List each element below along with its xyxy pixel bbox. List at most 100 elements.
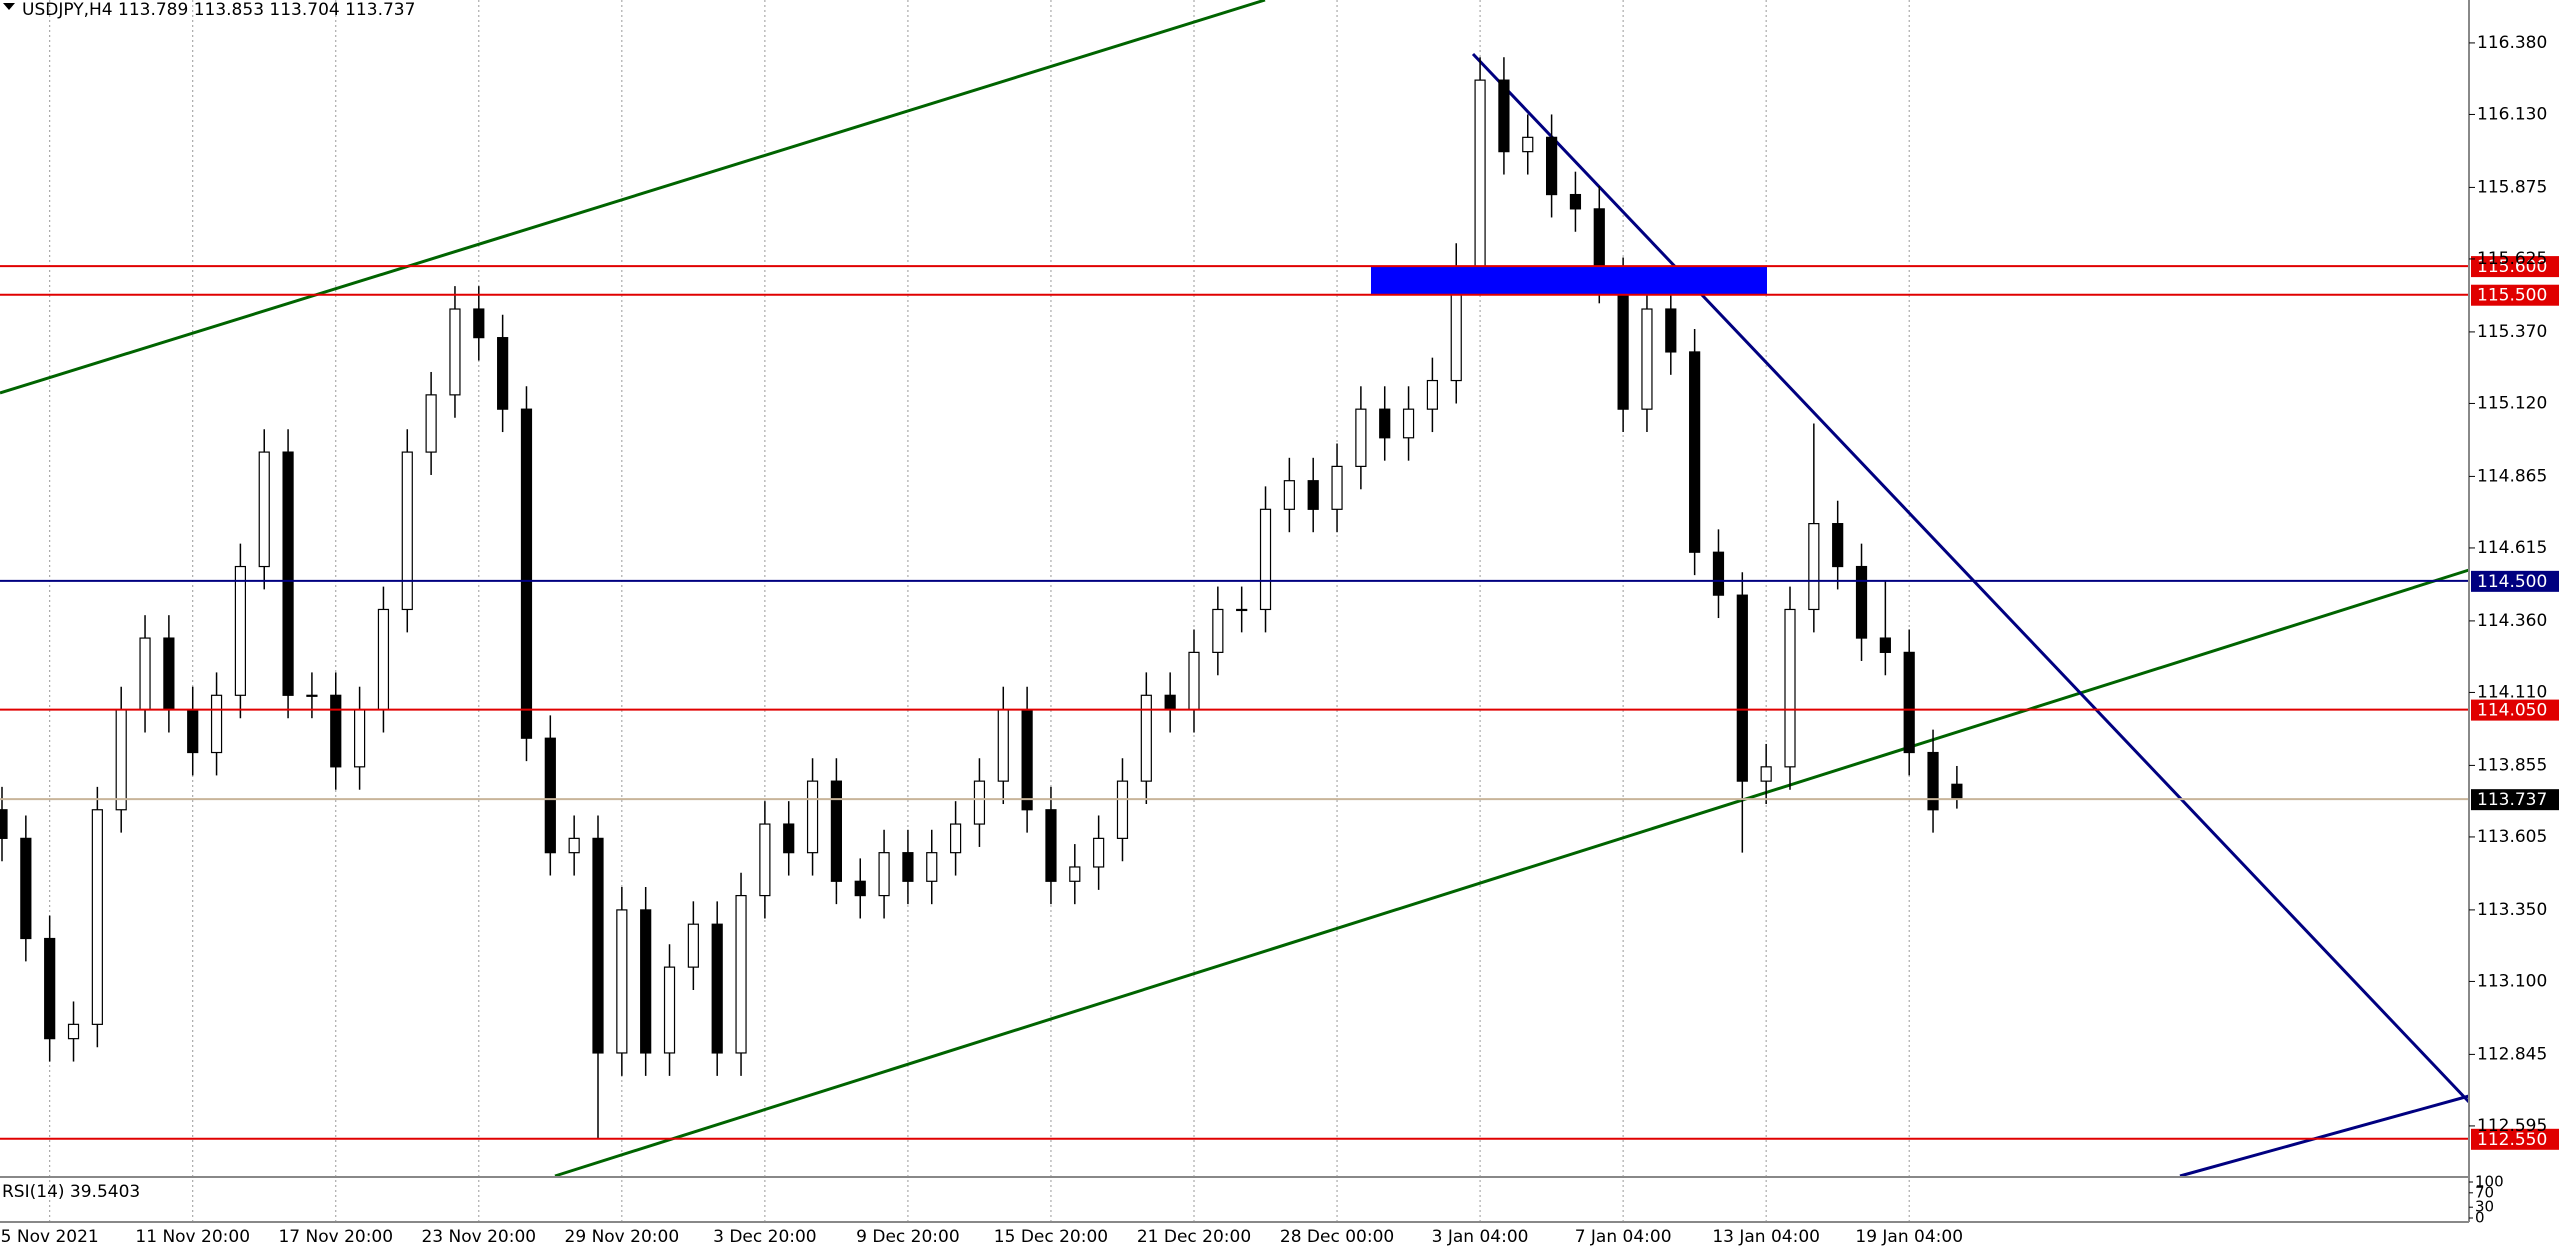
trend-line	[0, 0, 1266, 395]
candle-body	[735, 894, 747, 1054]
grid-layer	[49, 0, 1910, 1222]
x-tick-label: 23 Nov 20:00	[421, 1227, 536, 1247]
candle-body	[1164, 694, 1176, 711]
candle-body	[1116, 780, 1129, 839]
candle-body	[1617, 279, 1629, 410]
y-tick-label: 113.100	[2477, 971, 2547, 991]
candle-body	[1784, 608, 1796, 768]
level-label: 114.050	[2477, 701, 2547, 721]
y-tick-label: 114.615	[2477, 538, 2547, 558]
candle-body	[640, 909, 652, 1054]
x-tick-label: 7 Jan 04:00	[1575, 1227, 1672, 1247]
candle-body	[377, 608, 390, 711]
candle-body	[473, 308, 485, 339]
trend-line	[2179, 1094, 2470, 1178]
candle-body	[1808, 523, 1820, 611]
candle-body	[1855, 565, 1868, 639]
candle-body	[1069, 866, 1081, 882]
candle-body	[67, 1023, 80, 1040]
y-tick-label: 112.595	[2477, 1116, 2547, 1136]
y-tick-label: 115.875	[2477, 177, 2547, 197]
candle-body	[1736, 594, 1748, 782]
candle-body	[1021, 709, 1033, 811]
candle-body	[1188, 651, 1200, 711]
candle-body	[330, 694, 342, 768]
candle-body	[997, 709, 1009, 782]
level-label-box	[2471, 789, 2559, 811]
zone-rectangle	[1371, 266, 1767, 295]
candle-body	[1879, 637, 1891, 653]
candle-body	[91, 809, 103, 1025]
candle-body	[759, 823, 771, 897]
candle-body	[926, 852, 938, 882]
level-label: 115.500	[2477, 286, 2547, 306]
candle-body	[1331, 465, 1343, 510]
candle-body	[1498, 79, 1510, 153]
menu-icon	[3, 3, 15, 10]
candle-body	[210, 694, 223, 754]
candle-body	[1236, 608, 1248, 612]
candle-body	[878, 852, 890, 897]
candle-body	[1641, 308, 1653, 410]
levels: 115.600 115.500 114.500 114.050 112.550 113.7…	[0, 256, 2559, 1150]
candle-body	[1689, 351, 1701, 553]
level-label: 115.600	[2477, 257, 2547, 277]
rsi-tick-label: 0	[2475, 1209, 2485, 1227]
candle-body	[425, 394, 437, 453]
candle-body	[282, 451, 294, 696]
x-tick-label: 19 Jan 04:00	[1855, 1227, 1963, 1247]
candle-body	[401, 451, 413, 611]
x-tick-label: 15 Dec 20:00	[994, 1227, 1108, 1247]
candle-body	[163, 637, 175, 711]
candle-body	[949, 823, 962, 854]
candle-body	[1093, 837, 1105, 868]
x-tick-label: 28 Dec 00:00	[1280, 1227, 1394, 1247]
candles	[0, 57, 1963, 1139]
candle-body	[568, 837, 580, 854]
candle-body	[616, 909, 628, 1054]
candle-body	[306, 694, 318, 697]
x-tick-label: 5 Nov 2021	[1, 1227, 99, 1247]
candle-body	[234, 565, 246, 696]
chart-title: USDJPY,H4 113.789 113.853 113.704 113.73…	[22, 0, 415, 20]
trend-line	[554, 568, 2470, 1178]
candle-body	[1426, 379, 1439, 410]
candle-body	[449, 308, 461, 396]
candle-body	[1402, 408, 1415, 439]
candle-body	[1665, 308, 1677, 353]
candle-body	[663, 966, 676, 1054]
y-tick-label: 114.360	[2477, 611, 2547, 631]
candle-body	[1045, 809, 1057, 882]
candle-body	[711, 923, 723, 1054]
candle-body	[1545, 136, 1558, 196]
candle-body	[139, 637, 151, 711]
candle-body	[783, 823, 795, 854]
candle-body	[0, 809, 8, 839]
y-tick-label: 115.625	[2477, 249, 2547, 269]
candle-body	[902, 852, 914, 882]
candle-body	[1307, 480, 1319, 510]
trend-line	[1471, 52, 2471, 1104]
rsi-tick-label: 100	[2475, 1173, 2504, 1191]
axes: 116.380 116.130 115.875 115.625 115.370 115.1…	[1, 33, 2548, 1247]
candle-body	[1712, 551, 1725, 596]
rsi-tick-label: 70	[2475, 1183, 2494, 1201]
level-label: 114.500	[2477, 572, 2547, 592]
x-tick-label: 29 Nov 20:00	[565, 1227, 680, 1247]
candle-body	[520, 408, 533, 739]
candle-body	[497, 337, 509, 410]
candle-body	[1927, 751, 1939, 811]
x-tick-label: 9 Dec 20:00	[856, 1227, 960, 1247]
candle-body	[1474, 79, 1486, 267]
candle-body	[44, 937, 56, 1040]
level-label-box	[2471, 699, 2559, 721]
candle-body	[1760, 766, 1772, 782]
candle-body	[1379, 408, 1391, 439]
candle-body	[592, 837, 604, 1054]
candle-body	[830, 780, 843, 882]
level-label-box	[2471, 284, 2559, 306]
x-tick-label: 13 Jan 04:00	[1712, 1227, 1820, 1247]
candle-body	[1832, 523, 1844, 568]
